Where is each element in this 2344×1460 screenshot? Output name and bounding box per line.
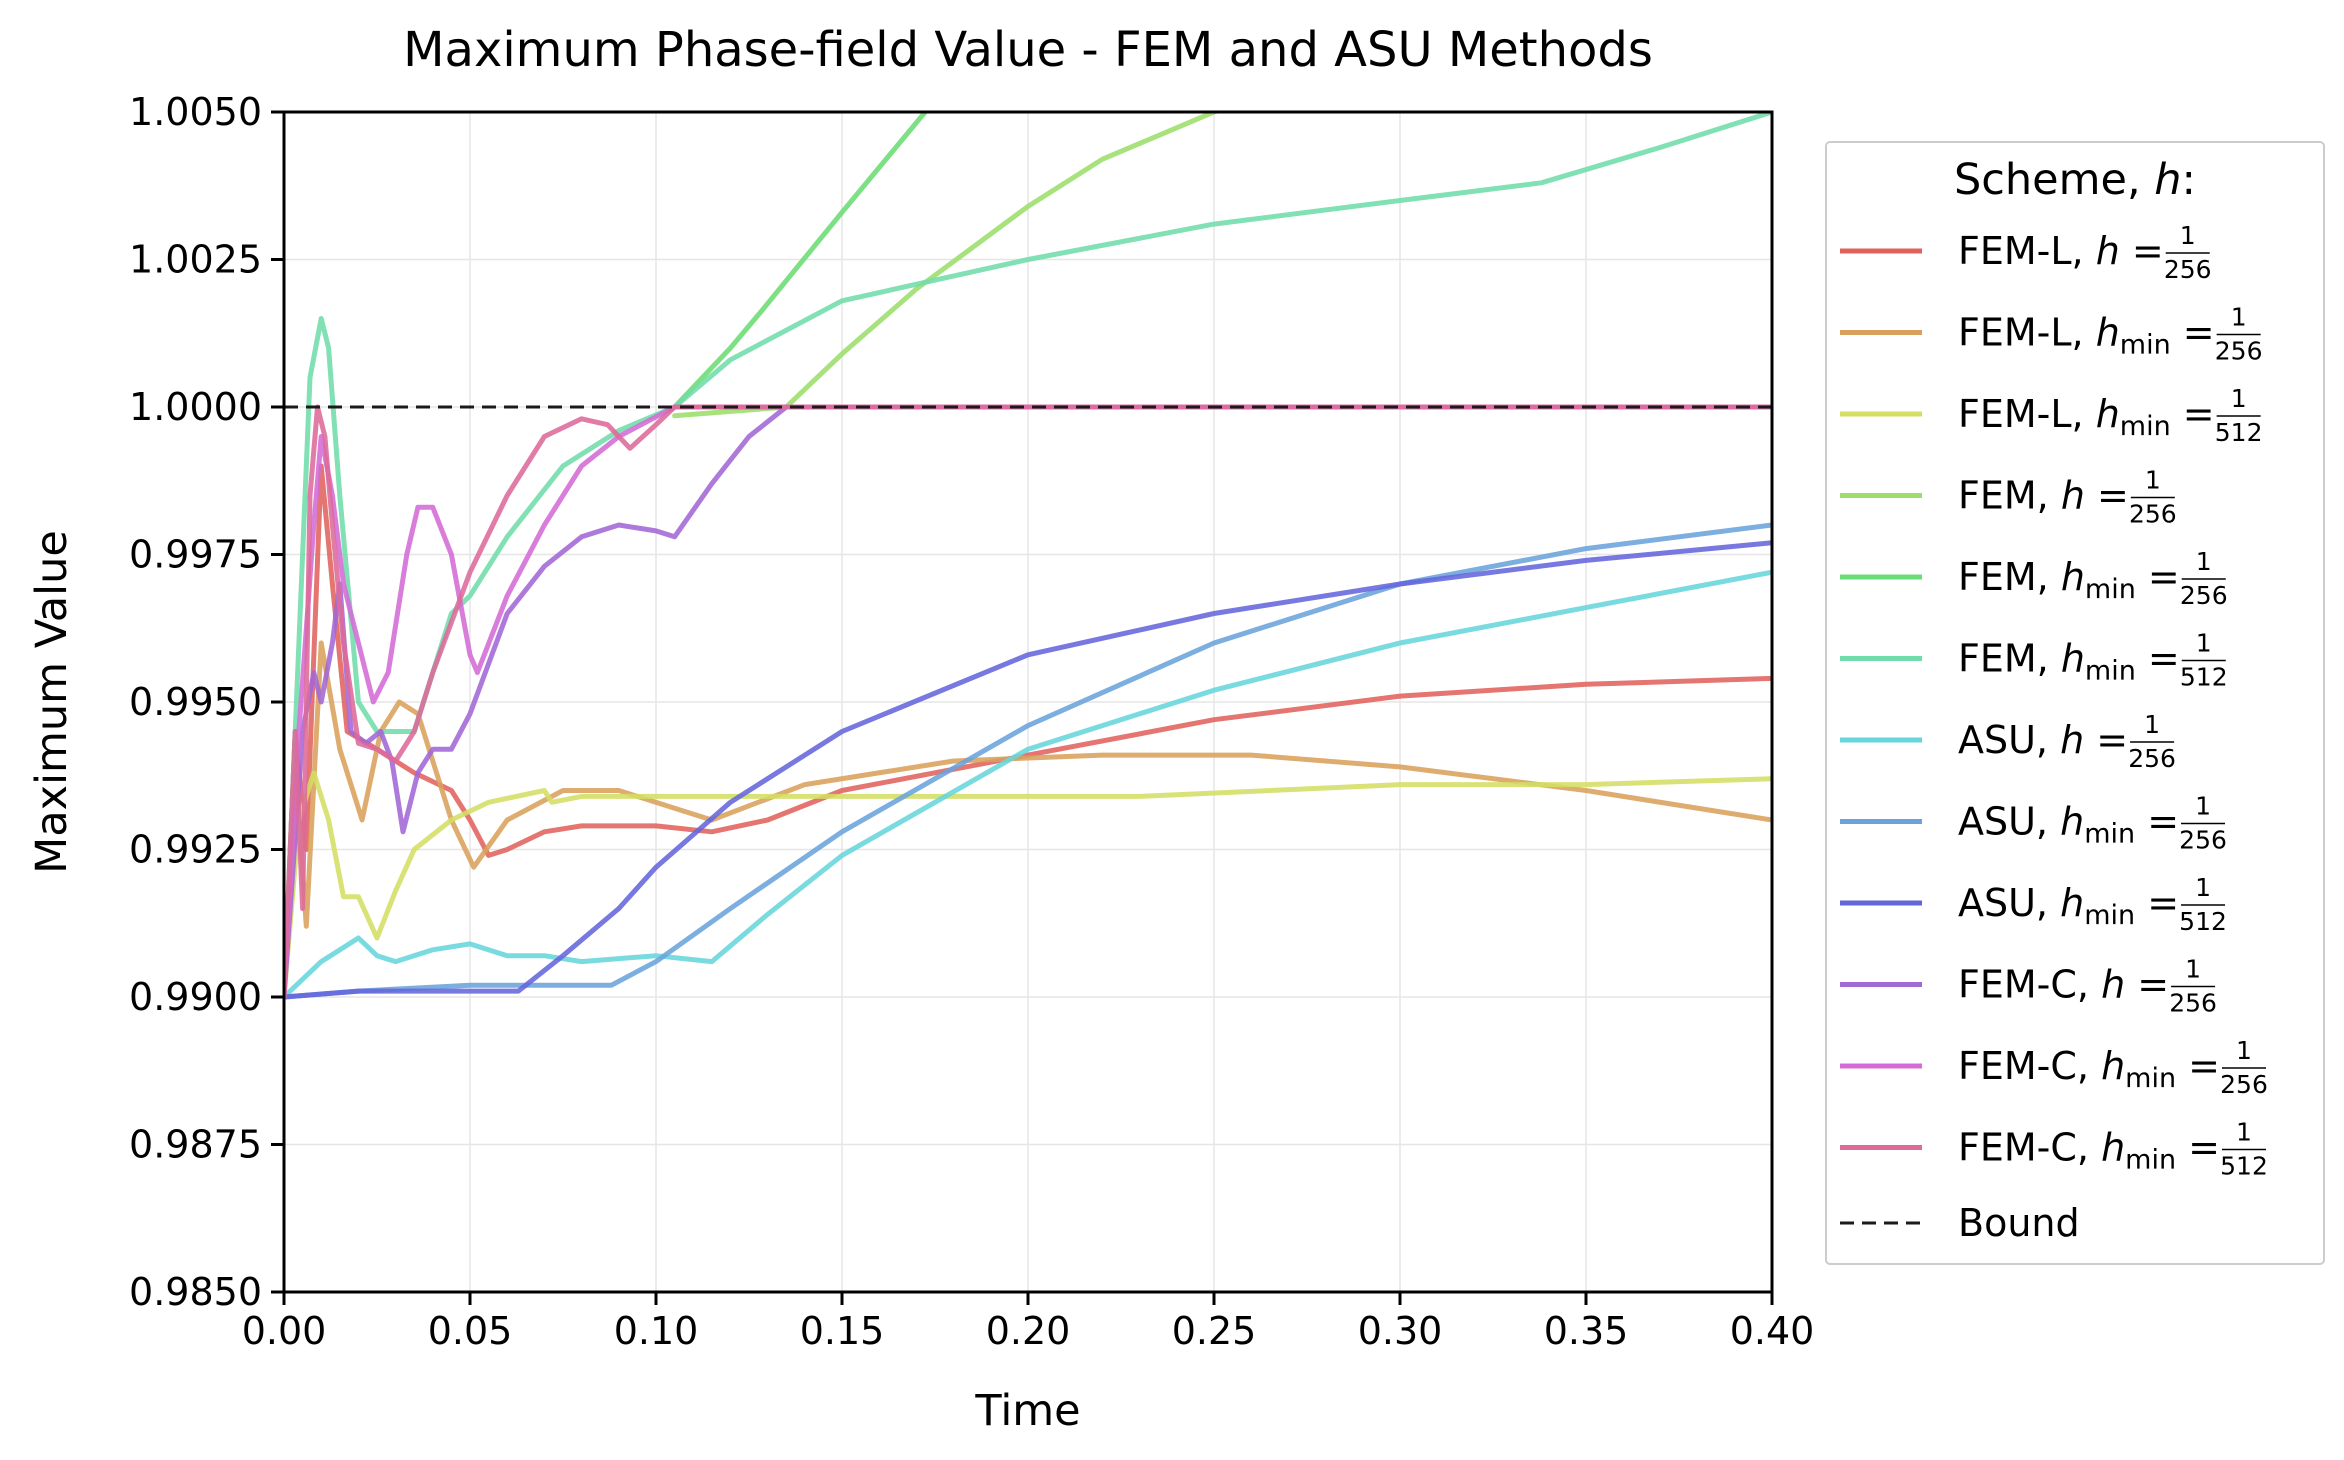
legend-frac-den: 256 [2180,581,2228,610]
series-layer [284,112,1772,1000]
legend-frac-den: 512 [2220,1152,2268,1181]
legend-label: Bound [1958,1201,2080,1245]
legend-frac-num: 1 [2195,792,2211,821]
legend-entry: ASU, hmin = 1 512 [1840,873,2227,936]
legend-frac-den: 256 [2215,337,2263,366]
x-tick-label: 0.20 [986,1309,1071,1353]
legend-entry: FEM-C, hmin = 1 512 [1840,1118,2268,1181]
legend-frac-den: 256 [2128,744,2176,773]
legend-title-var: h [2154,155,2181,205]
legend-label: ASU, hmin = [1958,800,2179,850]
legend-entry: FEM-L, hmin = 1 512 [1840,384,2263,447]
grid [283,111,1773,1293]
legend-frac-num: 1 [2196,547,2212,576]
legend-title: Scheme, h: [1954,155,2196,205]
x-tick-label: 0.35 [1544,1309,1629,1353]
legend-label: FEM-C, h = [1958,963,2169,1007]
y-tick-label: 0.9975 [129,533,262,577]
legend-entry: FEM-C, h = 1 256 [1840,955,2217,1018]
series-line-5 [672,112,929,410]
y-tick-label: 1.0025 [129,238,262,282]
x-axis-label: Time [974,1386,1080,1436]
legend-frame [1825,141,2325,1265]
series-line-3 [284,770,1772,1000]
legend-frac-num: 1 [2195,873,2211,902]
y-tick-label: 0.9875 [129,1123,262,1167]
legend-entry: FEM-C, hmin = 1 256 [1840,1036,2268,1099]
legend-frac-den: 256 [2164,255,2212,284]
axis-ticks: 0.00 0.05 0.10 0.15 0.20 0.25 0.30 0.35 0.40 0.98… [129,90,1814,1353]
x-tick-label: 0.00 [242,1309,327,1353]
legend-label: FEM-C, hmin = [1958,1126,2220,1176]
legend-frac-den: 256 [2169,989,2217,1018]
y-axis-label: Maximum Value [27,530,77,874]
x-tick-label: 0.40 [1730,1309,1815,1353]
y-tick-label: 1.0050 [129,90,262,134]
series-line-7 [284,569,1772,1000]
series-line-12 [284,404,1772,1000]
legend-entry: FEM-L, h = 1 256 [1840,221,2212,284]
series-line-6 [284,112,1772,1000]
series-line-4 [672,112,1223,419]
legend-label: FEM-L, hmin = [1958,392,2215,442]
legend-label: FEM, hmin = [1958,555,2180,605]
legend-entry: FEM-L, hmin = 1 256 [1840,303,2263,366]
legend-frac-den: 512 [2215,418,2263,447]
legend-frac-den: 256 [2179,826,2227,855]
legend-frac-num: 1 [2185,955,2201,984]
legend-frac-den: 512 [2179,907,2227,936]
x-tick-label: 0.05 [428,1309,513,1353]
legend-frac-num: 1 [2180,221,2196,250]
legend-entry: ASU, hmin = 1 256 [1840,792,2227,855]
x-tick-label: 0.25 [1172,1309,1257,1353]
legend-frac-den: 256 [2129,500,2177,529]
legend-entry-bound: Bound [1840,1201,2080,1245]
legend-label: FEM, hmin = [1958,637,2180,687]
legend-label: FEM, h = [1958,474,2129,518]
series-line-9 [284,540,1772,1000]
legend-title-suffix: : [2182,155,2197,205]
legend-label: FEM-L, hmin = [1958,311,2215,361]
legend-entry: FEM, hmin = 1 256 [1840,547,2228,610]
legend-label: FEM-C, hmin = [1958,1044,2220,1094]
legend-title-prefix: Scheme, [1954,155,2154,205]
series-line-1 [284,463,1772,1000]
x-tick-label: 0.15 [800,1309,885,1353]
legend-frac-num: 1 [2196,629,2212,658]
legend-frac-den: 512 [2180,663,2228,692]
legend-frac-num: 1 [2236,1036,2252,1065]
legend-frac-den: 256 [2220,1070,2268,1099]
legend-frac-num: 1 [2231,384,2247,413]
y-tick-label: 0.9900 [129,975,262,1019]
legend-entry: FEM, hmin = 1 512 [1840,629,2228,692]
y-tick-label: 0.9850 [129,1270,262,1314]
legend-label: FEM-L, h = [1958,229,2164,273]
x-tick-label: 0.30 [1358,1309,1443,1353]
y-tick-label: 0.9950 [129,680,262,724]
legend-label: ASU, h = [1958,718,2128,762]
y-tick-label: 1.0000 [129,385,262,429]
legend-frac-num: 1 [2144,710,2160,739]
legend-frac-num: 1 [2145,466,2161,495]
y-tick-label: 0.9925 [129,828,262,872]
legend-entry: ASU, h = 1 256 [1840,710,2176,773]
chart-title: Maximum Phase-field Value - FEM and ASU … [403,22,1653,78]
legend-label: ASU, hmin = [1958,881,2179,931]
legend-frac-num: 1 [2231,303,2247,332]
series-line-2 [284,640,1772,1000]
x-tick-label: 0.10 [614,1309,699,1353]
series-line-10 [284,404,789,1000]
legend-entry: FEM, h = 1 256 [1840,466,2177,529]
legend-frac-num: 1 [2236,1118,2252,1147]
